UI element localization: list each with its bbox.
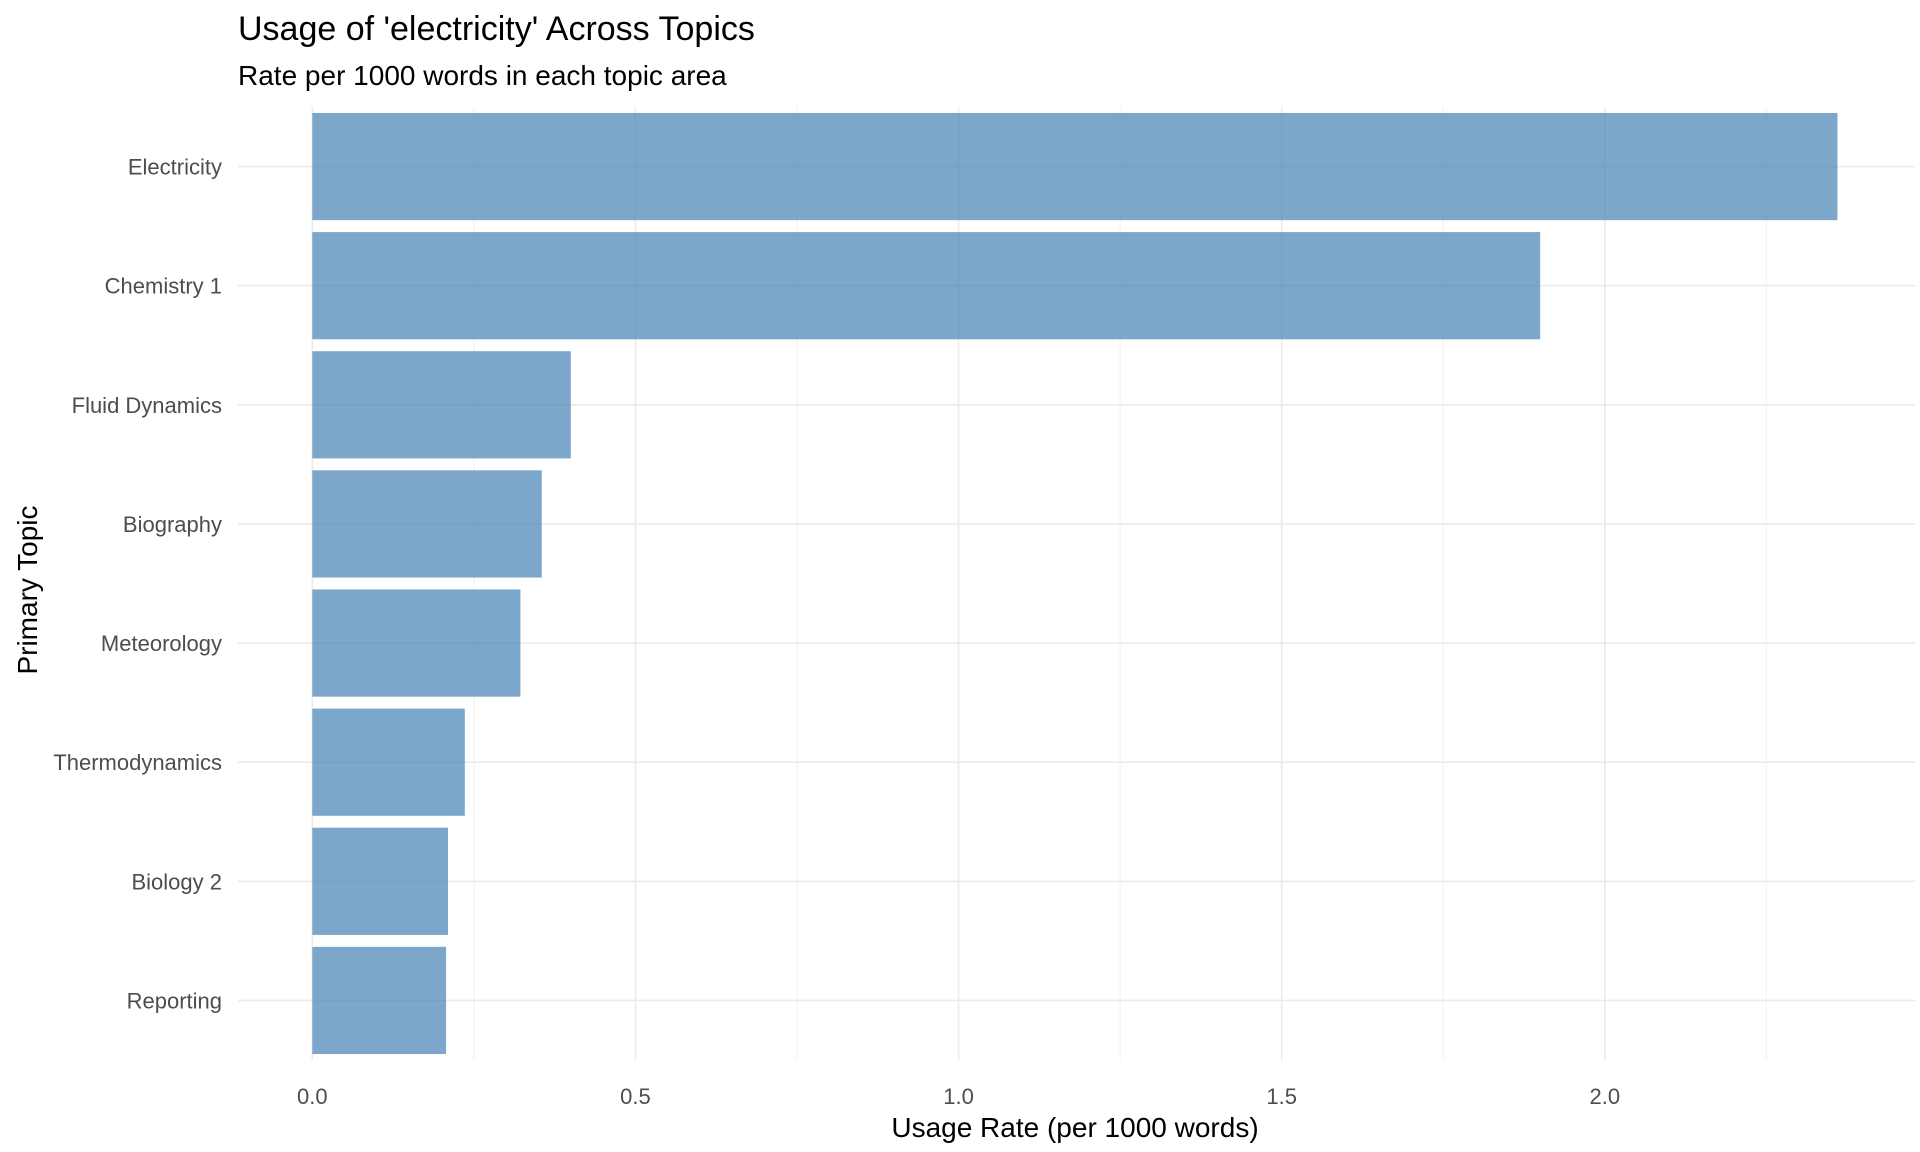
bar-electricity: [312, 112, 1838, 221]
y-tick-label-reporting: Reporting: [127, 988, 222, 1013]
chart-subtitle: Rate per 1000 words in each topic area: [238, 60, 727, 91]
bar-biography: [312, 470, 542, 578]
bar-meteorology: [312, 589, 521, 697]
y-tick-label-chemistry-1: Chemistry 1: [105, 274, 222, 299]
bar-fluid-dynamics: [312, 351, 571, 459]
bar-reporting: [312, 946, 447, 1055]
y-tick-label-biography: Biography: [123, 512, 222, 537]
bar-thermodynamics: [312, 708, 465, 816]
y-tick-label-meteorology: Meteorology: [101, 631, 222, 656]
x-tick-label-0: 0.0: [297, 1084, 328, 1109]
chart-title: Usage of 'electricity' Across Topics: [238, 10, 755, 48]
y-tick-label-electricity: Electricity: [128, 155, 222, 180]
y-tick-labels: Electricity Chemistry 1 Fluid Dynamics Biog…: [53, 155, 222, 1014]
bars: [312, 112, 1838, 1055]
y-tick-label-fluid-dynamics: Fluid Dynamics: [72, 393, 222, 418]
y-axis-title: Primary Topic: [12, 505, 43, 674]
x-tick-label-2: 1.0: [943, 1084, 974, 1109]
x-tick-label-1: 0.5: [620, 1084, 651, 1109]
x-tick-labels: 0.0 0.5 1.0 1.5 2.0: [297, 1084, 1620, 1109]
x-tick-label-3: 1.5: [1266, 1084, 1297, 1109]
x-axis-title: Usage Rate (per 1000 words): [891, 1112, 1258, 1143]
y-tick-label-biology-2: Biology 2: [131, 869, 222, 894]
bar-biology-2: [312, 827, 449, 935]
bar-chemistry-1: [312, 232, 1541, 340]
y-tick-label-thermodynamics: Thermodynamics: [53, 750, 222, 775]
x-tick-label-4: 2.0: [1590, 1084, 1621, 1109]
